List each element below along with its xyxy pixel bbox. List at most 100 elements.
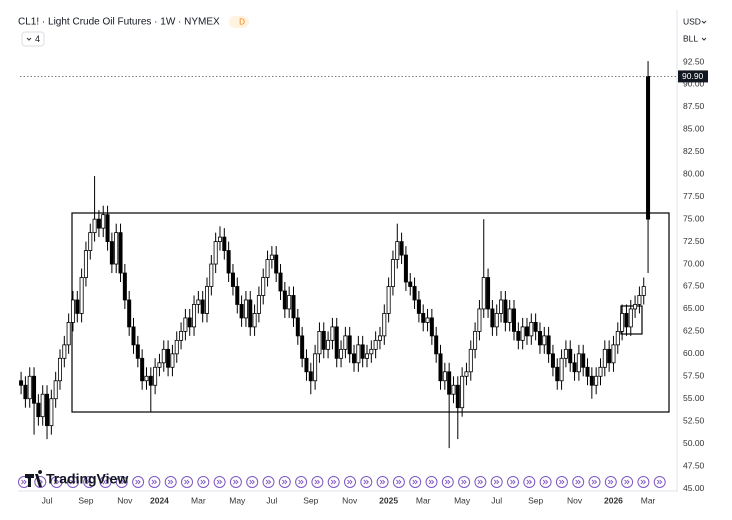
candle-body: [559, 357, 564, 382]
chevron: [701, 37, 707, 41]
candle-body: [646, 76, 651, 220]
event-icon: [412, 479, 418, 485]
candle-body: [473, 330, 478, 350]
x-tick-label: Mar: [416, 495, 431, 505]
candle-body: [399, 241, 404, 256]
indicators-count[interactable]: 4: [35, 34, 40, 44]
event-icon: [624, 479, 630, 485]
currency[interactable]: USD: [683, 16, 701, 26]
candle-body: [53, 380, 58, 400]
event-icon: [21, 479, 27, 485]
candle-body: [317, 330, 322, 355]
candle-body: [230, 272, 235, 287]
candle-body: [287, 295, 292, 310]
candle-body: [468, 348, 473, 373]
candle-body: [382, 313, 387, 337]
event-icon: [526, 479, 532, 485]
candle-body: [460, 375, 465, 409]
candle-body: [334, 326, 339, 359]
candle-body: [96, 218, 101, 229]
candle-body: [356, 344, 361, 364]
candle-body: [179, 330, 184, 341]
unit[interactable]: BLL: [683, 33, 698, 43]
event-icon: [135, 479, 141, 485]
candle-body: [512, 308, 517, 332]
candle-body: [213, 241, 218, 265]
event-icon: [314, 479, 321, 485]
logo: TradingView: [46, 471, 128, 487]
candle-body: [274, 254, 279, 274]
candle-body: [45, 393, 50, 427]
candle-body: [594, 375, 599, 386]
candle-body: [300, 335, 305, 359]
candle-body: [32, 375, 37, 404]
candle-body: [352, 353, 357, 364]
candle-body: [620, 313, 625, 332]
event-icon: [70, 479, 76, 485]
candle-body: [568, 348, 573, 364]
candle-body: [408, 281, 413, 287]
event-icon: [444, 479, 451, 485]
candle-body: [200, 299, 205, 314]
y-tick-label: 52.50: [683, 415, 705, 425]
candle-body: [109, 241, 114, 265]
candle-body: [637, 295, 642, 305]
candle-body: [92, 218, 97, 234]
event-icon: [216, 479, 223, 485]
candle-body: [403, 254, 408, 283]
y-tick-label: 75.00: [683, 213, 705, 223]
candle-body: [442, 371, 447, 382]
candle-body: [278, 272, 283, 292]
candle-body: [187, 317, 192, 328]
candle-body: [49, 398, 54, 427]
event-icon: [428, 479, 435, 485]
candle-body: [101, 214, 106, 229]
candle-body: [369, 348, 374, 355]
candle-body: [529, 322, 534, 337]
candle-body: [377, 335, 382, 341]
candle-body: [295, 317, 300, 337]
candle-body: [308, 371, 313, 382]
candle-body: [313, 353, 318, 382]
candle-body: [542, 335, 547, 346]
candle-body: [66, 322, 71, 346]
candle-body: [429, 317, 434, 337]
candle-body: [585, 366, 590, 377]
y-tick-label: 92.50: [683, 56, 705, 66]
x-tick-label: 2025: [379, 495, 398, 505]
candle-body: [114, 232, 119, 265]
event-icon: [363, 479, 369, 485]
candle-body: [490, 308, 495, 328]
event-icon: [249, 479, 255, 485]
candle-body: [304, 357, 309, 373]
indicators-toggle-bg[interactable]: [21, 31, 45, 47]
candle-body: [507, 308, 512, 323]
y-tick-label: 62.50: [683, 326, 705, 336]
candle-body: [226, 250, 231, 274]
candle-body: [576, 353, 581, 373]
events: [18, 476, 666, 488]
x-tick-label: Sep: [78, 495, 93, 505]
event-icon: [477, 479, 484, 485]
x-tick-label: 2024: [150, 495, 169, 505]
candle-body: [339, 348, 344, 359]
candle-body: [209, 263, 214, 287]
event-icon: [656, 479, 663, 485]
candle-body: [572, 362, 577, 373]
y-tick-label: 57.50: [683, 371, 705, 381]
candle-body: [533, 322, 538, 332]
chevron: [26, 37, 32, 41]
candle-body: [581, 353, 586, 368]
candle-body: [19, 380, 24, 386]
candle-body: [70, 299, 75, 323]
candle-body: [438, 353, 443, 382]
candle-body: [62, 344, 67, 359]
event-icon: [102, 479, 109, 485]
candle-body: [421, 313, 426, 323]
y-tick-label: 85.00: [683, 124, 705, 134]
badge[interactable]: D: [239, 18, 245, 27]
candle-body: [395, 241, 400, 260]
candle-body: [516, 330, 521, 341]
candle-body: [148, 375, 153, 386]
candle-body: [265, 259, 270, 278]
